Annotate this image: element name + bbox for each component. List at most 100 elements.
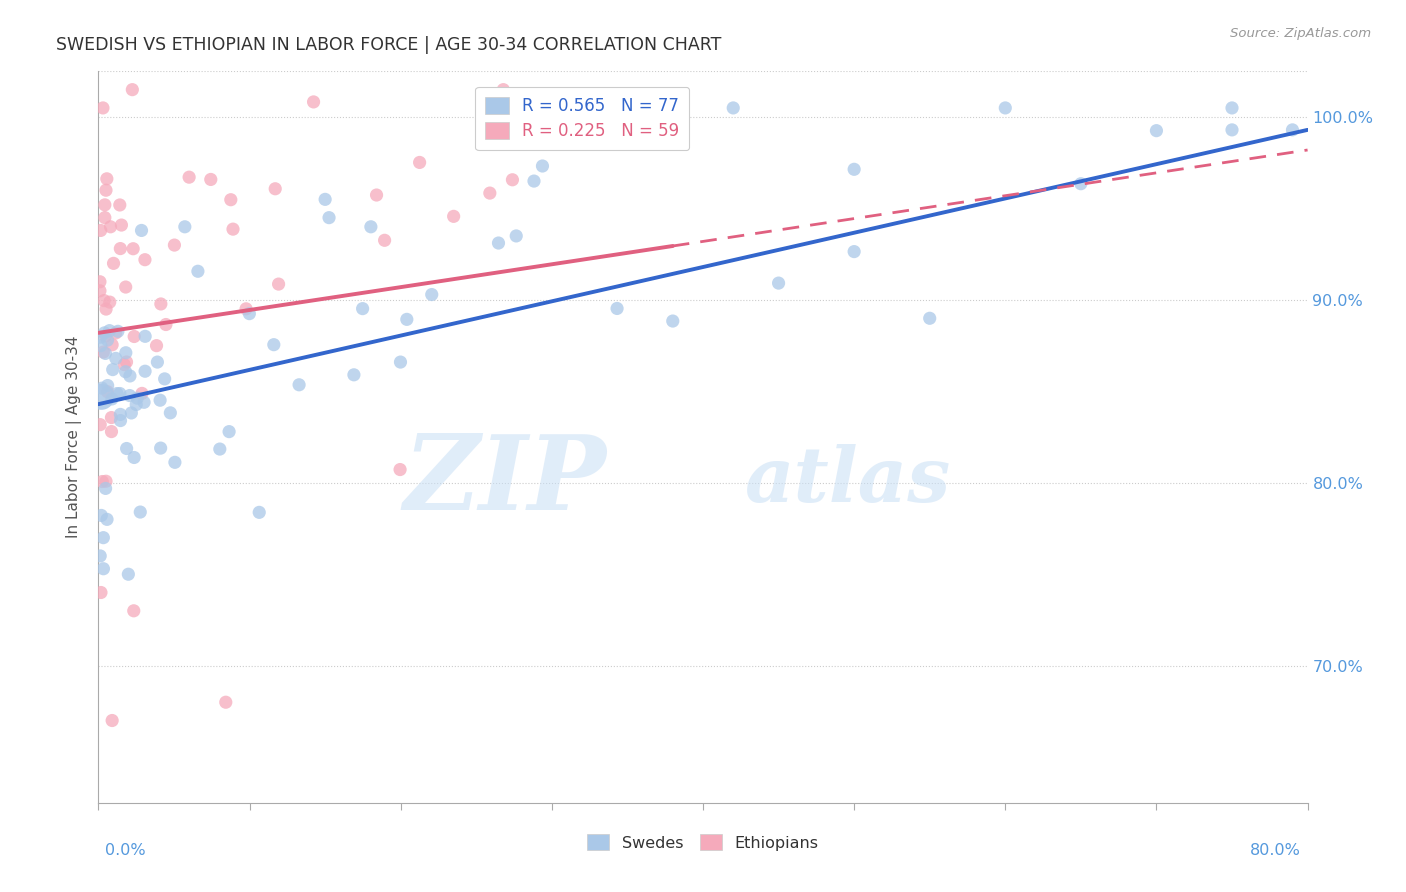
- Point: [93, 326, 115, 340]
- Point: [121, 82, 143, 96]
- Point: [117, 567, 139, 582]
- Point: [492, 82, 515, 96]
- Point: [200, 172, 222, 186]
- Point: [408, 155, 430, 169]
- Point: [149, 297, 172, 311]
- Point: [91, 381, 114, 395]
- Point: [443, 210, 465, 224]
- Point: [352, 301, 374, 316]
- Point: [159, 406, 181, 420]
- Point: [1281, 123, 1303, 137]
- Point: [90, 223, 112, 237]
- Point: [91, 101, 114, 115]
- Point: [149, 393, 172, 408]
- Text: SWEDISH VS ETHIOPIAN IN LABOR FORCE | AGE 30-34 CORRELATION CHART: SWEDISH VS ETHIOPIAN IN LABOR FORCE | AG…: [56, 36, 721, 54]
- Text: ZIP: ZIP: [404, 430, 606, 532]
- Point: [127, 391, 149, 405]
- Point: [120, 406, 142, 420]
- Point: [661, 314, 683, 328]
- Point: [132, 395, 155, 409]
- Point: [90, 508, 112, 523]
- Point: [96, 171, 118, 186]
- Point: [110, 218, 132, 232]
- Point: [94, 475, 117, 489]
- Point: [153, 372, 176, 386]
- Point: [114, 345, 136, 359]
- Point: [420, 287, 443, 301]
- Point: [100, 410, 122, 425]
- Text: Source: ZipAtlas.com: Source: ZipAtlas.com: [1230, 27, 1371, 40]
- Point: [100, 219, 122, 234]
- Point: [1144, 123, 1167, 137]
- Point: [98, 295, 121, 310]
- Point: [114, 365, 136, 379]
- Point: [94, 198, 117, 212]
- Point: [122, 329, 145, 343]
- Point: [163, 455, 186, 469]
- Point: [1220, 101, 1243, 115]
- Point: [97, 378, 120, 392]
- Point: [108, 386, 131, 401]
- Point: [89, 275, 111, 289]
- Point: [366, 188, 388, 202]
- Point: [96, 333, 118, 347]
- Point: [98, 324, 121, 338]
- Point: [844, 244, 866, 259]
- Point: [247, 505, 270, 519]
- Point: [101, 362, 124, 376]
- Point: [264, 182, 287, 196]
- Point: [389, 355, 412, 369]
- Point: [531, 159, 554, 173]
- Point: [114, 280, 136, 294]
- Point: [134, 252, 156, 267]
- Point: [222, 222, 245, 236]
- Point: [115, 442, 138, 456]
- Point: [89, 549, 111, 563]
- Point: [134, 329, 156, 343]
- Point: [389, 462, 412, 476]
- Point: [93, 562, 115, 576]
- Point: [918, 311, 941, 326]
- Point: [94, 183, 117, 197]
- Point: [96, 384, 118, 399]
- Point: [90, 390, 112, 404]
- Point: [94, 211, 117, 225]
- Point: [218, 425, 240, 439]
- Point: [318, 211, 340, 225]
- Point: [768, 276, 790, 290]
- Point: [173, 219, 195, 234]
- Point: [94, 346, 117, 360]
- Point: [238, 307, 260, 321]
- Point: [101, 338, 124, 352]
- Point: [288, 377, 311, 392]
- Point: [94, 482, 117, 496]
- Point: [179, 170, 201, 185]
- Text: 80.0%: 80.0%: [1250, 843, 1301, 858]
- Point: [103, 256, 125, 270]
- Point: [96, 512, 118, 526]
- Point: [235, 301, 257, 316]
- Point: [131, 386, 153, 401]
- Point: [149, 441, 172, 455]
- Point: [1220, 123, 1243, 137]
- Y-axis label: In Labor Force | Age 30-34: In Labor Force | Age 30-34: [66, 335, 83, 539]
- Point: [145, 338, 167, 352]
- Point: [486, 119, 509, 133]
- Point: [93, 293, 115, 308]
- Point: [100, 425, 122, 439]
- Point: [110, 242, 132, 256]
- Point: [125, 398, 148, 412]
- Point: [523, 174, 546, 188]
- Point: [122, 604, 145, 618]
- Point: [215, 695, 238, 709]
- Point: [104, 351, 127, 366]
- Point: [90, 339, 112, 353]
- Point: [89, 284, 111, 298]
- Point: [723, 101, 745, 115]
- Point: [505, 228, 527, 243]
- Point: [134, 364, 156, 378]
- Point: [115, 355, 138, 369]
- Point: [112, 358, 135, 372]
- Point: [263, 337, 285, 351]
- Point: [501, 173, 523, 187]
